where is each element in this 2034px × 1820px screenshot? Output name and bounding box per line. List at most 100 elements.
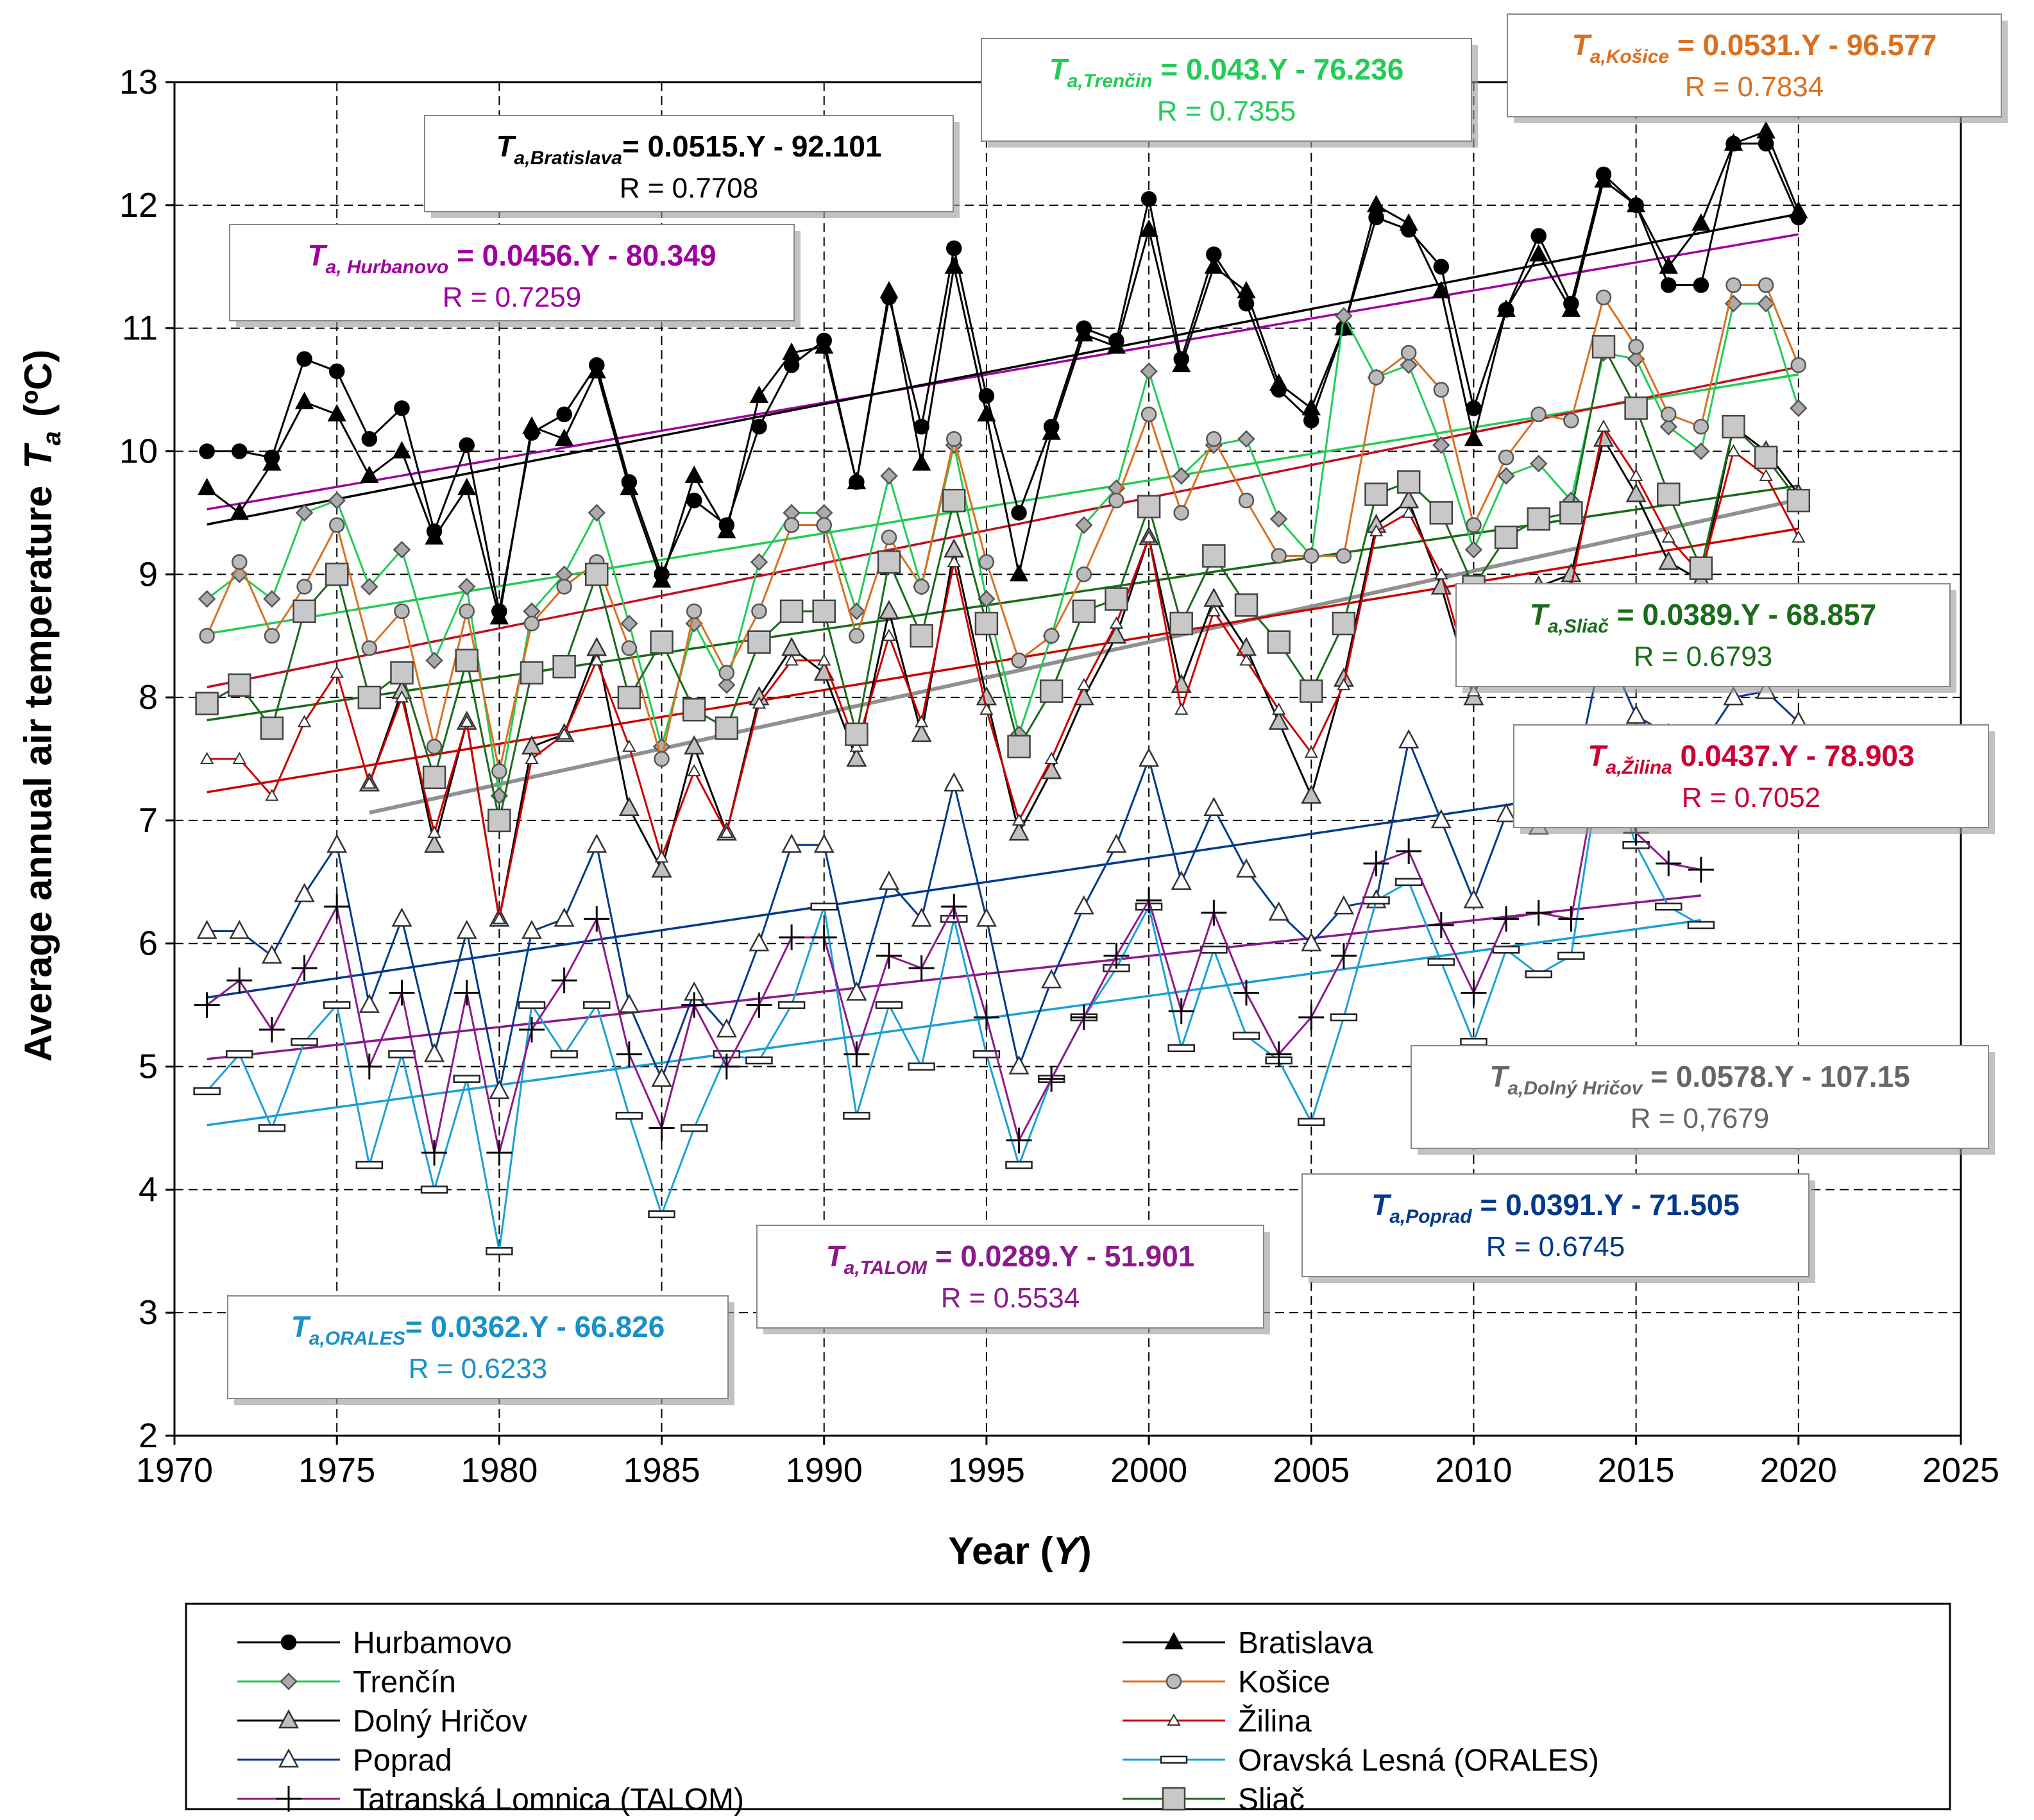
data-point-ko-ice [1758, 277, 1774, 293]
data-point-oravsk-lesn-orales [680, 1124, 708, 1132]
data-point-oravsk-lesn-orales [583, 1001, 611, 1009]
data-point-slia [682, 698, 706, 722]
data-point-slia [1007, 735, 1031, 759]
data-point-slia [1234, 593, 1259, 617]
data-point-poprad [423, 1042, 445, 1062]
x-tick-label: 1970 [136, 1451, 213, 1490]
annotation-box [1507, 13, 2002, 117]
data-point-slia [747, 630, 771, 654]
data-point-slia [812, 599, 836, 624]
data-point-bratislava [262, 453, 282, 471]
annotation-box [1455, 583, 1951, 687]
data-point-doln-hri-ov [846, 747, 867, 767]
data-point-poprad [1041, 969, 1062, 989]
data-point-doln-hri-ov [1301, 784, 1322, 804]
data-point-ilina [1012, 813, 1026, 826]
data-point-ko-ice [686, 603, 702, 620]
annotation-r-value: R = 0.6233 [409, 1353, 548, 1384]
data-point-ko-ice [1011, 652, 1027, 668]
legend-item-poprad: Poprad [237, 1744, 452, 1778]
data-point-bratislava [1756, 121, 1776, 139]
data-point-poprad [781, 833, 802, 853]
data-point-tren-n [360, 577, 378, 596]
data-point-doln-hri-ov [651, 858, 672, 878]
data-point-bratislava [1204, 256, 1224, 274]
data-point-tren-n [1692, 442, 1710, 461]
x-tick-label: 2005 [1273, 1451, 1350, 1490]
data-point-slia [357, 685, 382, 710]
data-point-slia [520, 661, 544, 685]
data-point-poprad [1106, 833, 1127, 853]
data-point-tatransk-lomnica-talom [779, 924, 805, 951]
annotation-lead: T [307, 239, 328, 272]
y-tick-label: 7 [139, 801, 158, 840]
data-point-oravsk-lesn-orales [518, 1001, 546, 1009]
annotation-equation: Ta,ORALES= 0.0362.Y - 66.826 [291, 1310, 665, 1349]
data-point-bratislava [1529, 244, 1548, 262]
data-point-ilina [427, 826, 441, 838]
data-point-ilina [1402, 506, 1416, 518]
data-point-tatransk-lomnica-talom [291, 955, 318, 982]
data-point-ko-ice [296, 579, 312, 595]
annotation-equation: Ta,Poprad = 0.0391.Y - 71.505 [1371, 1188, 1740, 1227]
data-point-tatransk-lomnica-talom [1688, 856, 1714, 883]
data-point-tatransk-lomnica-talom [356, 1053, 382, 1080]
data-point-tatransk-lomnica-talom [1006, 1127, 1032, 1153]
data-point-ko-ice [459, 603, 475, 620]
annotation-a-ilina: Ta,Žilina 0.0437.Y - 78.903 R = 0.7052 [1513, 724, 1995, 834]
data-point-ilina [1759, 468, 1773, 481]
data-point-bratislava [327, 404, 346, 421]
data-point-slia [1494, 525, 1518, 549]
data-point-ilina [394, 690, 409, 703]
data-point-slia [845, 722, 869, 746]
data-point-tatransk-lomnica-talom [453, 980, 480, 1006]
data-point-tren-n [1464, 541, 1483, 559]
data-point-doln-hri-ov [1106, 624, 1127, 644]
x-axis-title-close: ) [1079, 1529, 1092, 1572]
data-point-ko-ice [1271, 548, 1287, 564]
data-point-poprad [618, 993, 640, 1013]
data-point-poprad [1203, 797, 1225, 816]
x-tick-label: 2020 [1760, 1451, 1837, 1490]
data-point-hurbamovo [686, 492, 702, 509]
data-point-hurbamovo [1693, 277, 1709, 293]
data-point-ilina [1661, 530, 1675, 543]
annotation-formula: = 0.0389.Y - 68.857 [1609, 598, 1876, 631]
data-point-hurbamovo [1530, 228, 1547, 244]
data-point-slia [1786, 488, 1811, 513]
annotation-box [227, 1295, 729, 1399]
data-point-slia [1202, 544, 1226, 568]
data-point-ilina [687, 764, 701, 777]
data-point-tatransk-lomnica-talom [1038, 1066, 1065, 1092]
annotation-a-ko-ice: Ta,Košice = 0.0531.Y - 96.577 R = 0.7834 [1507, 13, 2008, 123]
data-point-hurbamovo [1303, 412, 1319, 429]
y-tick-label: 8 [139, 678, 158, 717]
y-tick-label: 13 [119, 63, 158, 101]
data-point-slia [260, 716, 284, 740]
data-point-tatransk-lomnica-talom [1136, 887, 1162, 914]
data-point-tatransk-lomnica-talom [941, 894, 967, 920]
data-point-slia [292, 599, 316, 624]
annotation-equation: Ta,TALOM = 0.0289.Y - 51.901 [826, 1239, 1195, 1279]
data-point-ko-ice [1693, 418, 1709, 435]
data-point-poprad [846, 981, 867, 1001]
x-tick-label: 1995 [948, 1451, 1025, 1490]
annotation-subscript: a,TALOM [844, 1257, 928, 1279]
legend-frame [185, 1603, 1951, 1810]
data-point-ilina [460, 715, 474, 727]
data-point-slia [650, 630, 674, 654]
data-point-tren-n [620, 615, 638, 633]
data-point-tatransk-lomnica-talom [258, 1017, 285, 1042]
data-point-tatransk-lomnica-talom [324, 894, 350, 920]
data-point-tatransk-lomnica-talom [584, 906, 610, 932]
data-point-tatransk-lomnica-talom [746, 992, 772, 1018]
annotation-lead: T [826, 1239, 847, 1273]
legend-swatch-marker [1164, 1631, 1183, 1649]
y-tick-label: 3 [139, 1293, 158, 1332]
legend-item-slia: Sliač [1123, 1783, 1305, 1817]
annotation-a-hurbanovo: Ta, Hurbanovo = 0.0456.Y - 80.349 R = 0.7… [229, 224, 801, 327]
data-point-tren-n [1335, 307, 1353, 325]
data-point-slia [1527, 507, 1550, 531]
data-point-poprad [391, 907, 412, 927]
